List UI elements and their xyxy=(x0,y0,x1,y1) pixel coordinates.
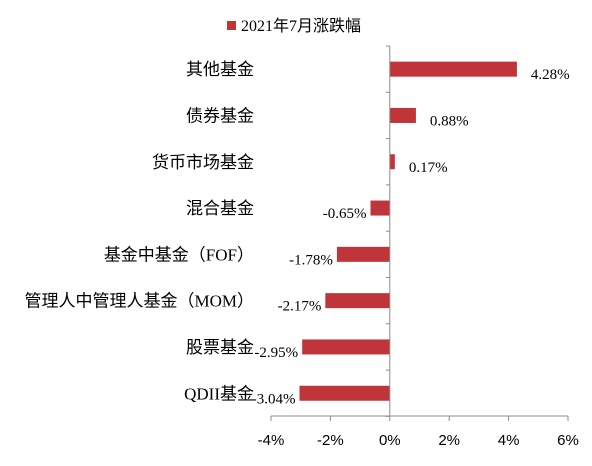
legend-label: 2021年7月涨跌幅 xyxy=(241,17,361,35)
bar xyxy=(370,200,390,216)
data-label: 0.88% xyxy=(430,113,469,129)
x-tick-label: -2% xyxy=(317,432,344,449)
x-tick-label: 2% xyxy=(438,432,460,449)
category-label: 债券基金 xyxy=(186,106,254,125)
x-axis: -4% -2% 0% 2% 4% 6% xyxy=(258,45,579,449)
category-label: 混合基金 xyxy=(186,199,254,218)
x-tick-label: 4% xyxy=(498,432,520,449)
category-label: 其他基金 xyxy=(186,60,254,79)
legend-swatch xyxy=(227,21,236,30)
data-label: 0.17% xyxy=(409,160,448,176)
data-label: -2.95% xyxy=(254,345,298,361)
bar xyxy=(389,107,416,123)
category-label: 管理人中管理人基金（MOM） xyxy=(24,292,254,311)
x-tick-label: -4% xyxy=(258,432,285,449)
bar xyxy=(325,293,390,309)
category-label: 股票基金 xyxy=(186,338,254,357)
data-label: -3.04% xyxy=(252,391,296,407)
x-tick-label: 6% xyxy=(557,432,579,449)
category-label: 货币市场基金 xyxy=(152,153,254,172)
legend: 2021年7月涨跌幅 xyxy=(227,17,361,35)
bars xyxy=(299,61,517,401)
bar xyxy=(389,61,517,77)
data-label: 4.28% xyxy=(531,67,570,83)
bar xyxy=(336,246,390,262)
category-label: QDII基金 xyxy=(184,384,254,403)
bar xyxy=(389,154,395,170)
data-label: -0.65% xyxy=(323,206,367,222)
bar xyxy=(302,339,390,355)
category-label: 基金中基金（FOF） xyxy=(104,245,254,264)
x-tick-label: 0% xyxy=(379,432,401,449)
data-label: -1.78% xyxy=(289,252,333,268)
bar xyxy=(299,385,390,401)
value-labels: 4.28% 0.88% 0.17% -0.65% -1.78% -2.17% -2.95% -… xyxy=(252,67,570,407)
data-label: -2.17% xyxy=(278,299,322,315)
